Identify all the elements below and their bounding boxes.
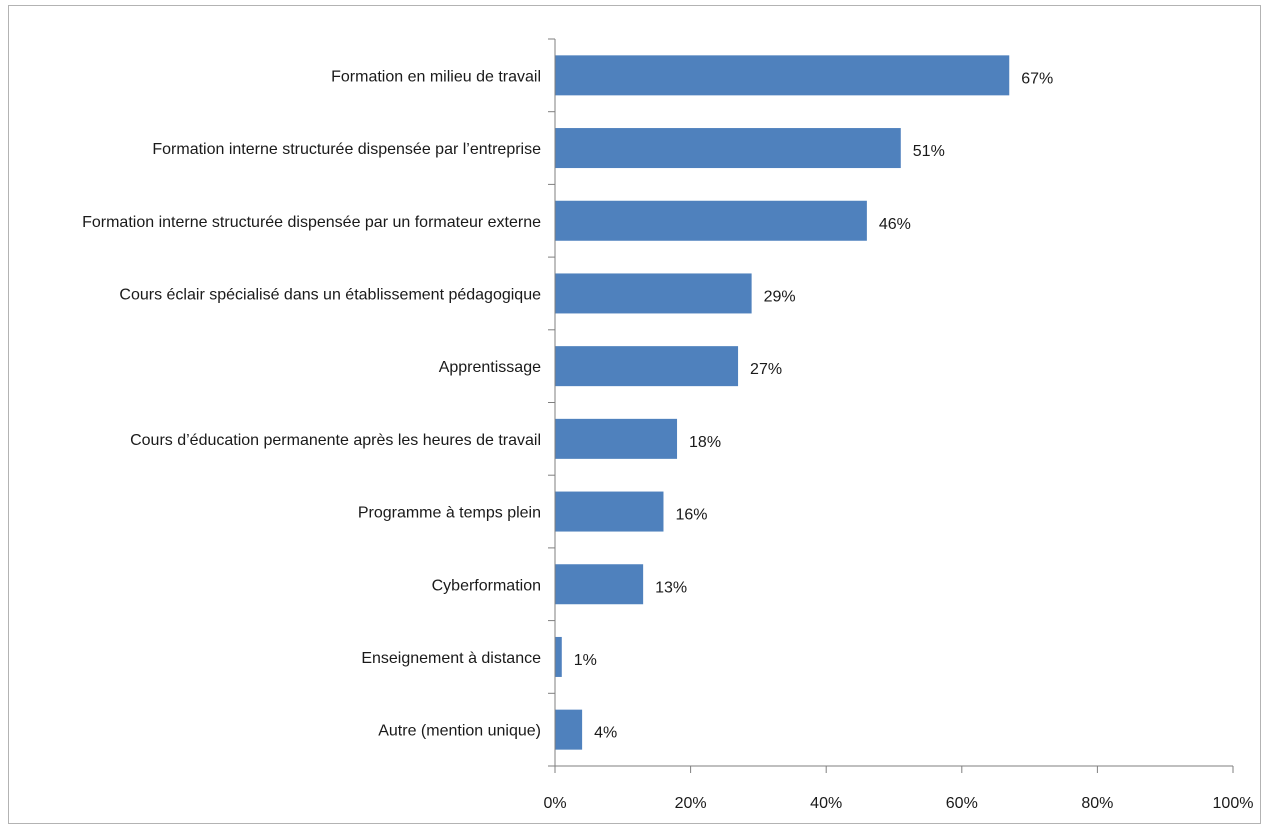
category-label-2: Formation interne structurée dispensée p… [152, 141, 541, 158]
value-label-6: 18% [689, 434, 721, 451]
x-tick-label-5: 100% [1213, 795, 1254, 812]
bar-3 [555, 200, 867, 241]
value-label-9: 1% [574, 652, 597, 669]
category-label-1: Formation en milieu de travail [331, 68, 541, 85]
x-tick-label-3: 60% [946, 795, 978, 812]
value-label-5: 27% [750, 361, 782, 378]
category-label-8: Cyberformation [432, 577, 541, 594]
category-label-3: Formation interne structurée dispensée p… [82, 214, 541, 231]
category-label-5: Apprentissage [439, 359, 541, 376]
bars-layer [555, 55, 1010, 750]
bar-10 [555, 709, 583, 750]
category-label-4: Cours éclair spécialisé dans un établiss… [119, 286, 541, 303]
labels-layer: Formation en milieu de travail 67% Formati… [82, 68, 1253, 812]
bar-4 [555, 273, 752, 314]
category-label-7: Programme à temps plein [358, 505, 541, 522]
value-label-10: 4% [594, 725, 617, 742]
category-label-6: Cours d’éducation permanente après les h… [130, 432, 541, 449]
value-label-2: 51% [913, 143, 945, 160]
value-label-3: 46% [879, 216, 911, 233]
x-tick-label-4: 80% [1081, 795, 1113, 812]
axis-layer [548, 38, 1234, 773]
value-label-8: 13% [655, 579, 687, 596]
x-tick-label-1: 20% [675, 795, 707, 812]
chart-frame: Formation en milieu de travail 67% Formati… [8, 5, 1261, 824]
bar-5 [555, 346, 739, 387]
bar-7 [555, 491, 664, 532]
bar-1 [555, 55, 1010, 96]
value-label-7: 16% [675, 507, 707, 524]
x-tick-label-2: 40% [810, 795, 842, 812]
x-tick-label-0: 0% [543, 795, 566, 812]
value-label-4: 29% [764, 288, 796, 305]
value-label-1: 67% [1021, 70, 1053, 87]
bar-chart: Formation en milieu de travail 67% Formati… [82, 38, 1253, 812]
bar-8 [555, 564, 644, 605]
category-label-10: Autre (mention unique) [378, 723, 541, 740]
bar-2 [555, 128, 901, 169]
category-label-9: Enseignement à distance [361, 650, 541, 667]
bar-6 [555, 418, 678, 459]
bar-9 [555, 636, 562, 677]
